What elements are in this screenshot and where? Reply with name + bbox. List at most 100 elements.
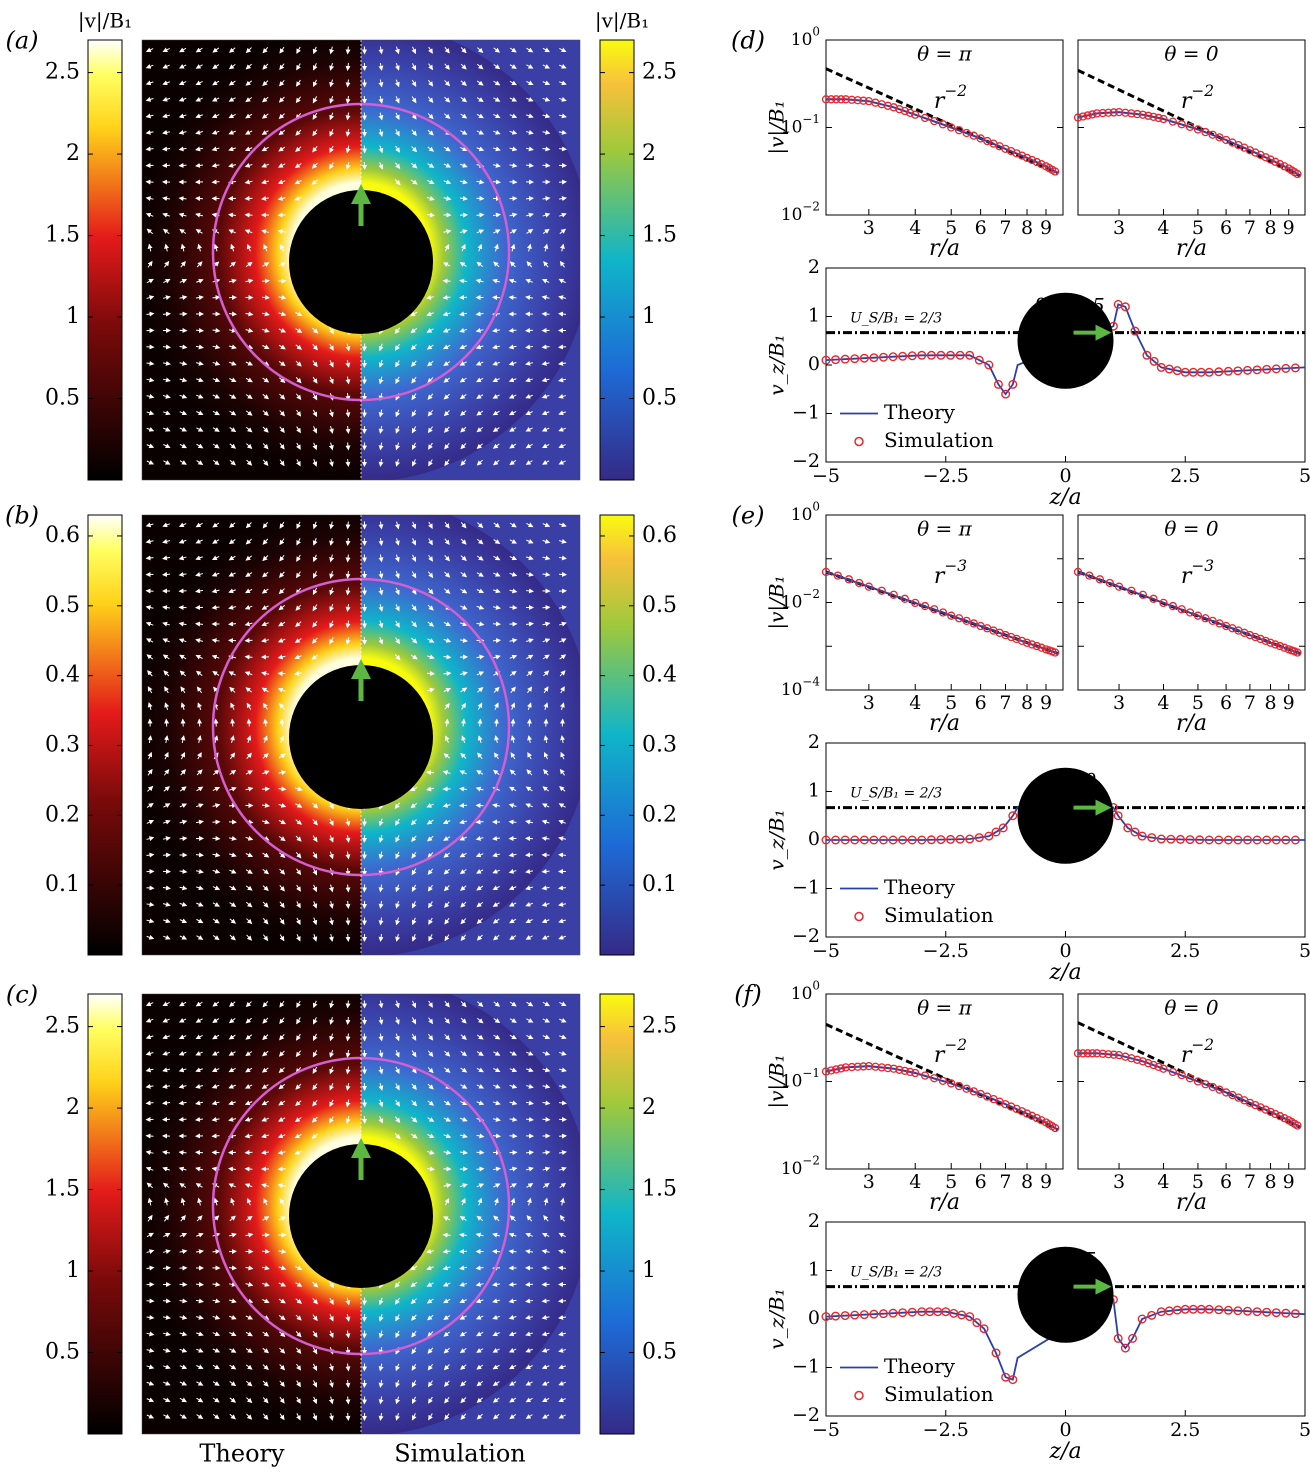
theory-colorbar: [88, 40, 122, 480]
velocity-arrow: [348, 934, 349, 941]
velocity-arrow: [163, 574, 170, 575]
velocity-arrow: [229, 1268, 236, 1269]
swim-speed-label: U_S/B₁ = 2/3: [850, 786, 942, 802]
plot-title: θ = 0: [1164, 42, 1219, 66]
simulation-colorbar-tick-label: 0.2: [642, 802, 677, 827]
y-tick-label: −1: [792, 402, 820, 424]
x-tick-label: 7: [999, 692, 1011, 714]
velocity-arrow: [348, 918, 349, 925]
x-axis-label: z/a: [1048, 485, 1081, 510]
velocity-arrow: [213, 838, 220, 839]
swimmer-type-label: Puller: [329, 1227, 394, 1251]
theory-column-label: Theory: [199, 1440, 285, 1468]
y-tick-label: 10−4: [781, 674, 820, 699]
simulation-colorbar-tick-label: 2: [642, 141, 656, 166]
simulation-colorbar-tick-label: 1.5: [642, 223, 677, 248]
y-tick-label: 10−2: [781, 199, 820, 224]
velocity-arrow: [213, 297, 220, 298]
x-tick-label: 8: [1264, 692, 1276, 714]
velocity-arrow: [196, 330, 203, 331]
velocity-arrow: [493, 640, 500, 641]
plot-title: θ = 0: [1164, 517, 1219, 541]
theory-colorbar-tick-label: 0.4: [45, 663, 80, 688]
theory-colorbar-tick-label: 0.6: [45, 523, 80, 548]
velocity-arrow: [180, 165, 187, 166]
y-tick-label: 10−2: [781, 1153, 820, 1178]
velocity-arrow: [279, 215, 286, 216]
simulation-colorbar-tick-label: 0.3: [642, 732, 677, 757]
theory-colorbar-tick-label: 1: [66, 304, 80, 329]
x-tick-label: 3: [1113, 1171, 1125, 1193]
theory-colorbar-tick-label: 1.5: [45, 223, 80, 248]
velocity-arrow: [147, 888, 154, 889]
x-tick-label: 4: [1157, 1171, 1169, 1193]
simulation-colorbar-tick-label: 2: [642, 1095, 656, 1120]
x-axis-label: r/a: [1176, 236, 1207, 261]
x-tick-label: 0: [1059, 940, 1071, 962]
x-tick-label: 0: [1059, 465, 1071, 487]
velocity-arrow: [147, 182, 154, 183]
x-tick-label: 6: [975, 217, 987, 239]
simulation-colorbar-tick-label: 1: [642, 304, 656, 329]
theory-colorbar-tick-label: 2.5: [45, 1014, 80, 1039]
plot-title: θ = π: [917, 517, 973, 541]
theory-colorbar-tick-label: 0.3: [45, 732, 80, 757]
velocity-arrow: [279, 1169, 286, 1170]
simulation-colorbar-tick-label: 0.4: [642, 663, 677, 688]
y-tick-label: −1: [792, 877, 820, 899]
beta-label: β = 5: [1042, 1247, 1097, 1271]
velocity-arrow: [543, 607, 550, 608]
x-tick-label: 7: [999, 217, 1011, 239]
x-tick-label: 2.5: [1170, 940, 1200, 962]
velocity-arrow: [213, 1251, 220, 1252]
y-tick-label: 0: [808, 353, 820, 375]
x-tick-label: 6: [1220, 1171, 1232, 1193]
velocity-arrow: [246, 1152, 253, 1153]
velocity-arrow: [543, 871, 550, 872]
y-axis-label: |v|/B₁: [765, 100, 790, 154]
x-tick-label: 5: [1299, 465, 1310, 487]
x-tick-label: 3: [863, 692, 875, 714]
velocity-arrow: [496, 720, 497, 727]
panel-letter: (a): [5, 27, 38, 55]
x-tick-label: 8: [1021, 692, 1033, 714]
x-axis-label: r/a: [929, 711, 960, 736]
simulation-colorbar-tick-label: 1.5: [642, 1177, 677, 1202]
velocity-arrow: [559, 347, 566, 348]
velocity-arrow: [427, 772, 434, 773]
y-axis-label: v_z/B₁: [765, 1288, 789, 1349]
y-axis-label: v_z/B₁: [765, 334, 789, 395]
simulation-colorbar: [600, 515, 634, 955]
theory-colorbar-tick-label: 0.5: [45, 386, 80, 411]
velocity-arrow: [279, 789, 286, 790]
simulation-colorbar-tick-label: 0.5: [642, 593, 677, 618]
x-tick-label: 3: [1113, 692, 1125, 714]
legend-simulation-label: Simulation: [884, 1382, 994, 1406]
x-tick-label: 8: [1264, 217, 1276, 239]
beta-label: β = 5: [332, 1201, 389, 1225]
theory-colorbar-tick-label: 2: [66, 141, 80, 166]
legend-simulation-label: Simulation: [884, 428, 994, 452]
x-tick-label: 9: [1283, 692, 1295, 714]
x-tick-label: 7: [1244, 692, 1256, 714]
velocity-arrow: [543, 1119, 550, 1120]
x-axis-label: r/a: [929, 236, 960, 261]
x-tick-label: 2.5: [1170, 465, 1200, 487]
x-tick-label: 5: [1299, 940, 1310, 962]
velocity-arrow: [213, 182, 220, 183]
velocity-arrow: [559, 855, 566, 856]
x-tick-label: 0: [1059, 1419, 1071, 1441]
velocity-arrow: [216, 720, 217, 727]
x-tick-label: 4: [1157, 692, 1169, 714]
velocity-arrow: [526, 1152, 533, 1153]
velocity-arrow: [196, 1152, 203, 1153]
x-axis-label: r/a: [1176, 1190, 1207, 1215]
simulation-colorbar-tick-label: 2.5: [642, 1014, 677, 1039]
